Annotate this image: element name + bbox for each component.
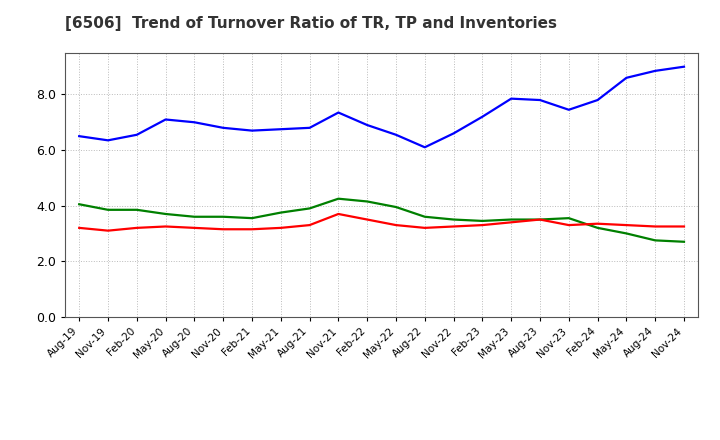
Inventories (536, 217, 544, 222)
Inventories (75, 202, 84, 207)
Trade Receivables (622, 223, 631, 228)
Trade Payables (420, 145, 429, 150)
Trade Receivables (219, 227, 228, 232)
Inventories (248, 216, 256, 221)
Trade Receivables (680, 224, 688, 229)
Trade Receivables (334, 211, 343, 216)
Trade Payables (622, 75, 631, 81)
Inventories (449, 217, 458, 222)
Line: Trade Payables: Trade Payables (79, 67, 684, 147)
Inventories (161, 211, 170, 216)
Inventories (478, 218, 487, 224)
Trade Payables (305, 125, 314, 131)
Trade Payables (132, 132, 141, 137)
Trade Receivables (104, 228, 112, 233)
Trade Receivables (392, 223, 400, 228)
Trade Payables (219, 125, 228, 131)
Inventories (680, 239, 688, 244)
Trade Payables (276, 127, 285, 132)
Trade Payables (593, 97, 602, 103)
Trade Receivables (593, 221, 602, 226)
Inventories (622, 231, 631, 236)
Line: Trade Receivables: Trade Receivables (79, 214, 684, 231)
Trade Payables (507, 96, 516, 101)
Trade Payables (478, 114, 487, 119)
Trade Payables (190, 120, 199, 125)
Inventories (305, 206, 314, 211)
Trade Receivables (305, 223, 314, 228)
Trade Payables (334, 110, 343, 115)
Trade Payables (651, 68, 660, 73)
Inventories (276, 210, 285, 215)
Text: [6506]  Trend of Turnover Ratio of TR, TP and Inventories: [6506] Trend of Turnover Ratio of TR, TP… (65, 16, 557, 31)
Trade Payables (161, 117, 170, 122)
Inventories (363, 199, 372, 204)
Inventories (420, 214, 429, 220)
Trade Receivables (248, 227, 256, 232)
Inventories (392, 205, 400, 210)
Trade Receivables (276, 225, 285, 231)
Inventories (564, 216, 573, 221)
Trade Receivables (75, 225, 84, 231)
Trade Receivables (161, 224, 170, 229)
Trade Payables (363, 122, 372, 128)
Trade Receivables (449, 224, 458, 229)
Inventories (132, 207, 141, 213)
Inventories (190, 214, 199, 220)
Trade Receivables (651, 224, 660, 229)
Trade Payables (75, 133, 84, 139)
Trade Receivables (478, 223, 487, 228)
Inventories (334, 196, 343, 202)
Trade Payables (449, 131, 458, 136)
Inventories (593, 225, 602, 231)
Trade Payables (564, 107, 573, 112)
Inventories (104, 207, 112, 213)
Trade Receivables (190, 225, 199, 231)
Trade Payables (248, 128, 256, 133)
Trade Receivables (132, 225, 141, 231)
Trade Receivables (363, 217, 372, 222)
Inventories (651, 238, 660, 243)
Trade Receivables (507, 220, 516, 225)
Trade Payables (104, 138, 112, 143)
Trade Payables (536, 97, 544, 103)
Inventories (507, 217, 516, 222)
Trade Receivables (564, 223, 573, 228)
Trade Payables (392, 132, 400, 137)
Line: Inventories: Inventories (79, 199, 684, 242)
Inventories (219, 214, 228, 220)
Trade Payables (680, 64, 688, 70)
Trade Receivables (420, 225, 429, 231)
Trade Receivables (536, 217, 544, 222)
